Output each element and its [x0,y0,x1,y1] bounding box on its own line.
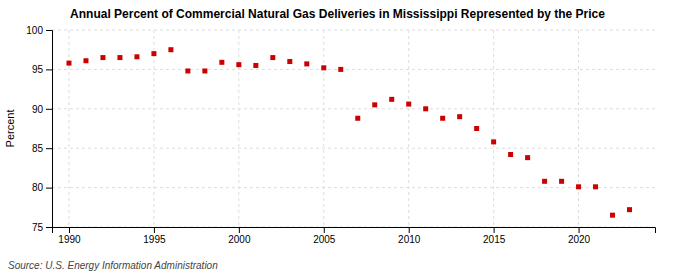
x-tick: 2015 [483,227,506,245]
x-tick-mark [409,227,410,233]
point [440,116,445,121]
x-tick-label: 1995 [143,234,166,245]
x-tick-mark [494,227,495,233]
grid-line [52,69,655,70]
point [219,60,224,65]
x-tick-label: 2005 [313,234,336,245]
point [83,58,88,63]
x-tick: 2020 [568,227,591,245]
grid-line [52,108,655,109]
point [202,68,207,73]
point [66,61,71,66]
point [491,139,496,144]
x-tick: 2010 [398,227,421,245]
point [253,63,258,68]
point [321,65,326,70]
y-tick: 75 [32,222,52,233]
y-tick-mark [46,30,52,31]
y-tick-label: 85 [32,143,44,154]
y-tick-mark [46,188,52,189]
y-tick: 80 [32,182,52,193]
points [66,47,632,217]
point [627,207,632,212]
grid-line [493,30,494,227]
plot: 1990 1995 2000 2005 2010 2015 2020 75 80 85 90 95 10… [26,25,655,245]
y-tick-label: 80 [32,182,44,193]
x-axis-line [53,228,656,234]
x-tick-label: 2010 [398,234,421,245]
point [423,106,428,111]
point [236,62,241,67]
point [593,184,598,189]
point [457,114,462,119]
x-axis: 1990 1995 2000 2005 2010 2015 2020 [53,227,656,245]
y-tick-mark [46,227,52,228]
point [355,116,360,121]
y-tick-label: 90 [32,104,44,115]
point [559,179,564,184]
x-tick-label: 2000 [228,234,251,245]
grid-line [323,30,324,227]
point [474,126,479,131]
chart: 1990 1995 2000 2005 2010 2015 2020 75 80 85 90 95 10… [0,0,675,275]
point [389,97,394,102]
grid-line [578,30,579,227]
x-tick: 2000 [228,227,251,245]
point [270,55,275,60]
x-tick-mark [579,227,580,233]
point [134,54,139,59]
grid-line [68,30,69,227]
point [610,213,615,218]
y-tick-label: 75 [32,222,44,233]
point [542,179,547,184]
point [117,55,122,60]
y-tick-label: 100 [26,25,43,36]
y-tick: 85 [32,143,52,154]
point [185,68,190,73]
grid-line [52,148,655,149]
point [338,67,343,72]
x-tick: 2005 [313,227,336,245]
grid-line [238,30,239,227]
y-tick: 95 [32,64,52,75]
x-tick-mark [69,227,70,233]
y-tick-mark [46,109,52,110]
x-tick: 1995 [143,227,166,245]
grid-line [52,30,655,31]
y-tick: 90 [32,104,52,115]
point [100,55,105,60]
x-tick-mark [239,227,240,233]
x-tick-mark [324,227,325,233]
grid [52,30,655,227]
y-axis-line [46,31,53,228]
point [406,102,411,107]
grid-line [153,30,154,227]
point [304,61,309,66]
y-tick-mark [46,69,52,70]
source: Source: U.S. Energy Information Administ… [8,260,218,271]
x-tick-mark [154,227,155,233]
x-tick-label: 1990 [58,234,81,245]
y-tick-mark [46,148,52,149]
y-tick: 100 [26,25,52,36]
grid-line [52,187,655,188]
x-tick: 1990 [58,227,81,245]
point [576,184,581,189]
y-axis: 75 80 85 90 95 100 [26,25,52,233]
x-tick-label: 2015 [483,234,506,245]
title: Annual Percent of Commercial Natural Gas… [70,7,605,21]
point [508,152,513,157]
grid-line [408,30,409,227]
point [372,102,377,107]
point [151,51,156,56]
y-tick-label: 95 [32,64,44,75]
x-tick-label: 2020 [568,234,591,245]
point [168,47,173,52]
point [525,155,530,160]
y-axis-title: Percent [4,110,16,148]
point [287,59,292,64]
